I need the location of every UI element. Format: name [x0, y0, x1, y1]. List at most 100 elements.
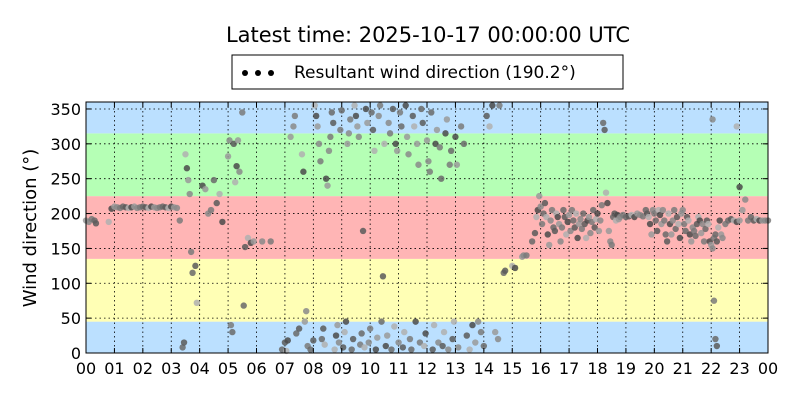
data-point: [590, 206, 597, 214]
data-point: [189, 269, 196, 277]
data-point: [543, 213, 550, 221]
x-tick-label: 20: [644, 359, 664, 378]
data-point: [469, 321, 476, 329]
legend-marker: [255, 70, 261, 76]
data-point: [334, 321, 341, 329]
x-tick-label: 19: [616, 359, 636, 378]
data-point: [365, 339, 372, 346]
data-point: [320, 325, 327, 332]
y-tick-label: 250: [50, 170, 81, 189]
data-point: [536, 192, 543, 200]
x-tick-label: 14: [474, 359, 494, 378]
data-point: [348, 346, 355, 353]
data-point: [648, 231, 655, 238]
data-point: [399, 344, 407, 351]
data-point: [457, 123, 465, 130]
data-point: [234, 137, 242, 144]
data-point: [568, 206, 576, 214]
y-axis: 0 50 100 150 200 250 300 350: [50, 100, 768, 363]
data-point: [332, 332, 340, 339]
data-point: [446, 161, 453, 168]
data-point: [374, 334, 381, 341]
data-point: [570, 217, 577, 224]
data-point: [187, 248, 195, 256]
data-point: [344, 140, 351, 148]
data-point: [216, 190, 223, 198]
data-point: [702, 225, 709, 233]
data-point: [537, 203, 544, 210]
data-point: [563, 231, 570, 238]
data-point: [564, 218, 571, 226]
data-point: [716, 217, 723, 224]
data-point: [395, 339, 402, 346]
data-point: [705, 220, 712, 228]
data-point: [460, 140, 468, 148]
data-point: [452, 133, 459, 141]
data-point: [668, 231, 675, 238]
data-point: [402, 102, 409, 109]
data-point: [327, 133, 334, 141]
data-point: [682, 227, 689, 235]
data-point: [347, 116, 354, 123]
data-point: [331, 346, 338, 353]
x-tick-label: 04: [189, 359, 209, 378]
data-point: [338, 107, 345, 114]
data-point: [412, 318, 419, 325]
x-tick-label: 23: [729, 359, 749, 378]
data-point: [385, 119, 392, 127]
data-point: [710, 297, 718, 304]
data-point: [405, 151, 412, 158]
data-point: [447, 147, 455, 155]
data-point: [92, 220, 100, 227]
data-point: [416, 339, 424, 346]
data-point: [389, 105, 397, 113]
x-tick-label: 03: [161, 359, 181, 378]
data-point: [574, 234, 581, 242]
y-axis-title: Wind direction (°): [20, 149, 41, 308]
x-tick-label: 05: [218, 359, 238, 378]
data-point: [557, 238, 564, 245]
x-tick-label: 15: [502, 359, 522, 378]
data-point: [486, 123, 493, 130]
x-tick-label: 09: [332, 359, 352, 378]
data-point: [662, 231, 669, 238]
data-point: [547, 217, 554, 224]
data-point: [362, 105, 370, 113]
x-tick-label: 00: [758, 359, 778, 378]
data-point: [352, 112, 360, 120]
chart-title: Latest time: 2025-10-17 00:00:00 UTC: [226, 23, 630, 47]
data-point: [709, 116, 716, 123]
data-point: [358, 330, 365, 337]
data-point: [601, 126, 608, 134]
data-point: [250, 238, 257, 245]
data-point: [409, 112, 416, 120]
data-point: [392, 140, 399, 148]
data-point: [719, 234, 726, 242]
data-point: [474, 318, 482, 325]
data-point: [328, 109, 336, 116]
data-point: [715, 224, 722, 231]
data-point: [337, 126, 344, 134]
data-point: [349, 335, 357, 343]
data-point: [646, 220, 654, 228]
data-point: [651, 210, 658, 217]
data-point: [608, 241, 615, 249]
data-point: [324, 182, 331, 189]
data-point: [575, 220, 583, 228]
data-point: [396, 109, 404, 116]
data-point: [675, 220, 682, 228]
data-point: [415, 161, 422, 168]
data-point: [713, 238, 721, 245]
data-point: [602, 189, 610, 196]
y-tick-label: 50: [61, 309, 81, 328]
data-point: [680, 220, 688, 228]
data-point: [523, 252, 530, 259]
data-point: [709, 245, 716, 252]
legend: Resultant wind direction (190.2°): [231, 54, 624, 90]
data-point: [307, 346, 314, 353]
data-point: [384, 332, 391, 339]
data-point: [463, 332, 470, 339]
data-point: [230, 140, 237, 148]
data-point: [192, 262, 199, 270]
data-point: [571, 224, 578, 231]
